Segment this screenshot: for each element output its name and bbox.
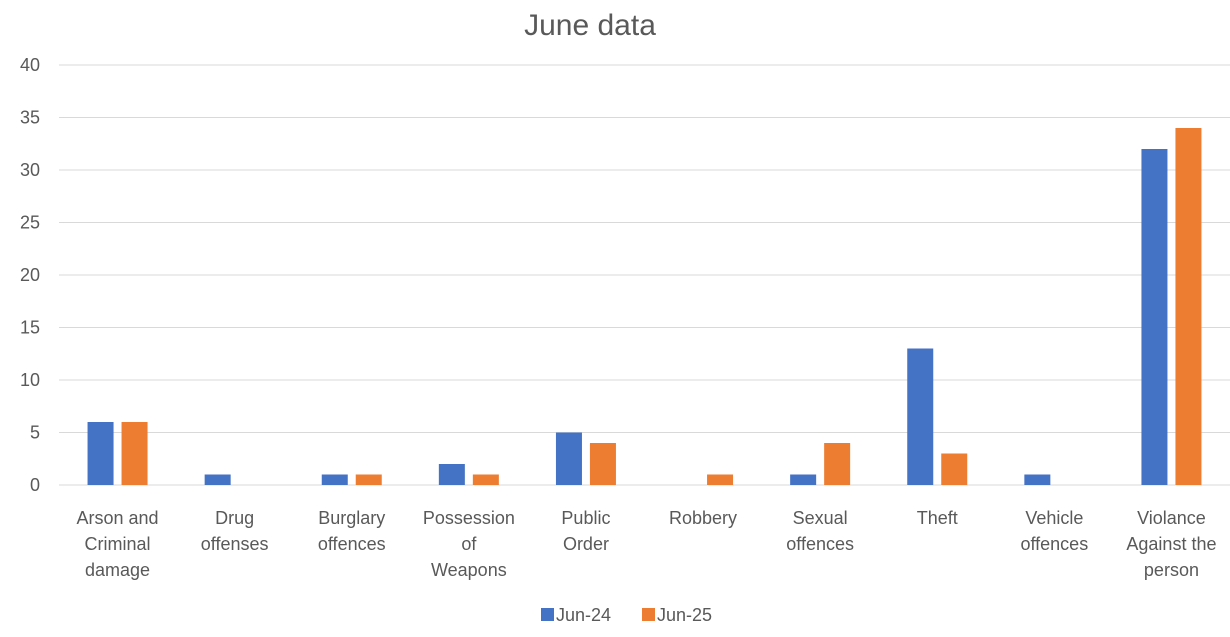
y-axis-tick-labels: 0 5 10 15 20 25 30 35 40 <box>20 55 40 495</box>
x-category-label: Violance Against the person <box>1126 508 1216 580</box>
y-tick-label: 10 <box>20 370 40 390</box>
bar-jun-25-3 <box>472 474 499 485</box>
x-category-label: Robbery <box>669 508 737 528</box>
y-tick-label: 20 <box>20 265 40 285</box>
legend-label: Jun-25 <box>657 605 712 625</box>
legend-label: Jun-24 <box>556 605 611 625</box>
legend: Jun-24 Jun-25 <box>541 605 712 625</box>
y-tick-label: 0 <box>30 475 40 495</box>
bar-jun-25-4 <box>589 443 616 485</box>
x-category-label: Public Order <box>561 508 610 554</box>
bar-jun-24-8 <box>1024 474 1051 485</box>
bar-jun-25-0 <box>121 422 148 485</box>
legend-swatch-jun-25 <box>642 608 655 621</box>
x-category-label: Drug offenses <box>201 508 269 554</box>
bar-jun-24-6 <box>790 474 817 485</box>
x-category-label: Burglary offences <box>318 508 386 554</box>
y-tick-label: 5 <box>30 423 40 443</box>
bar-jun-25-9 <box>1175 128 1202 485</box>
x-category-label: Arson and Criminal damage <box>77 508 159 580</box>
bar-jun-24-1 <box>204 474 231 485</box>
bar-jun-24-4 <box>555 432 582 485</box>
y-tick-label: 30 <box>20 160 40 180</box>
x-category-label: Theft <box>917 508 958 528</box>
bar-jun-24-9 <box>1141 149 1168 485</box>
x-axis-category-labels: Arson and Criminal damage Drug offenses Burgl… <box>77 508 1217 580</box>
x-category-label: Vehicle offences <box>1020 508 1088 554</box>
bar-jun-25-5 <box>707 474 734 485</box>
bar-jun-25-7 <box>941 453 968 485</box>
gridlines <box>59 64 1230 486</box>
bar-jun-24-3 <box>438 464 465 485</box>
chart-title: June data <box>524 9 656 42</box>
bars <box>87 128 1202 485</box>
y-tick-label: 25 <box>20 213 40 233</box>
bar-jun-25-6 <box>824 443 851 485</box>
legend-swatch-jun-24 <box>541 608 554 621</box>
y-tick-label: 35 <box>20 108 40 128</box>
bar-jun-24-0 <box>87 422 114 485</box>
y-tick-label: 15 <box>20 318 40 338</box>
x-category-label: Possession of Weapons <box>423 508 515 580</box>
bar-jun-24-7 <box>907 348 934 485</box>
bar-jun-24-2 <box>321 474 348 485</box>
x-category-label: Sexual offences <box>786 508 854 554</box>
y-tick-label: 40 <box>20 55 40 75</box>
bar-jun-25-2 <box>355 474 382 485</box>
